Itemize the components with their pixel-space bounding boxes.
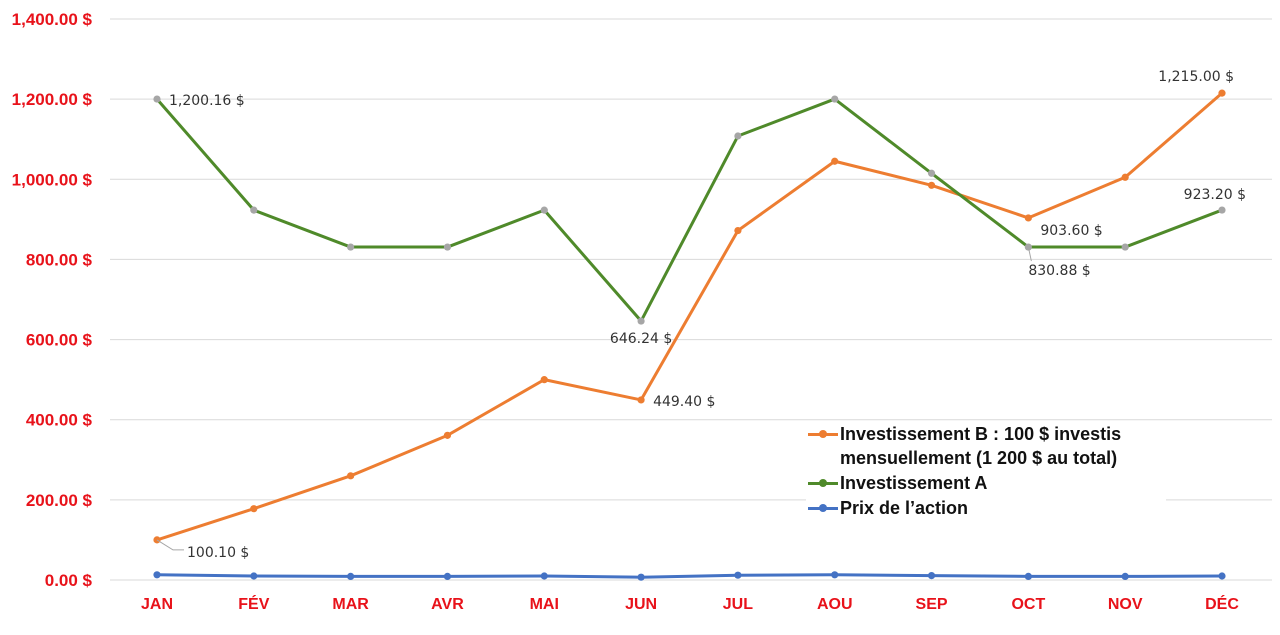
data-point xyxy=(153,571,161,579)
data-point xyxy=(927,571,936,580)
legend-swatch-marker xyxy=(819,479,827,487)
y-tick-label: 0.00 $ xyxy=(45,571,93,590)
series-line xyxy=(155,573,1224,579)
x-tick-label: OCT xyxy=(1011,596,1045,613)
data-point xyxy=(1121,572,1129,580)
legend-label: Investissement A xyxy=(840,471,1166,495)
legend-swatch-marker xyxy=(819,504,827,512)
legend-label-line: Prix de l’action xyxy=(840,498,969,518)
data-point xyxy=(1218,572,1226,580)
data-point xyxy=(540,206,548,214)
data-label: 830.88 $ xyxy=(1028,263,1090,279)
legend-swatch xyxy=(806,471,840,495)
y-tick-label: 600.00 $ xyxy=(26,331,93,350)
data-label: 1,215.00 $ xyxy=(1158,69,1234,85)
x-tick-label: JAN xyxy=(141,596,173,613)
y-tick-label: 400.00 $ xyxy=(26,411,93,430)
data-label: 100.10 $ xyxy=(187,545,249,561)
data-label: 923.20 $ xyxy=(1184,187,1246,203)
data-point xyxy=(734,571,742,579)
legend-item: Investissement B : 100 $ investis mensuel… xyxy=(806,422,1166,470)
leader-line xyxy=(156,539,184,551)
x-tick-label: JUN xyxy=(625,596,657,613)
x-axis: JAN FÉV MAR AVR MAI JUN JUL AOU SEP OCT NOV DÉC xyxy=(141,594,1239,613)
legend-label: Investissement B : 100 $ investis mensuel… xyxy=(840,422,1166,470)
data-point xyxy=(347,472,355,480)
data-point xyxy=(1024,243,1032,251)
data-label: 1,200.16 $ xyxy=(169,93,245,109)
y-tick-label: 200.00 $ xyxy=(26,491,93,510)
y-tick-label: 800.00 $ xyxy=(26,250,93,269)
data-point xyxy=(831,157,839,165)
data-label: 449.40 $ xyxy=(653,394,715,410)
data-point xyxy=(1218,89,1226,97)
y-tick-label: 1,000.00 $ xyxy=(12,170,93,189)
data-point xyxy=(347,572,355,580)
data-label: 903.60 $ xyxy=(1040,223,1102,239)
data-point xyxy=(831,95,839,103)
data-point xyxy=(734,132,742,140)
series-layer xyxy=(153,89,1226,581)
gridlines xyxy=(110,18,1272,581)
legend-label: Prix de l’action xyxy=(840,496,1166,520)
x-tick-label: AOU xyxy=(817,596,853,613)
data-point xyxy=(1024,572,1032,580)
data-point xyxy=(1024,214,1032,222)
series-line xyxy=(155,97,1224,323)
series-line xyxy=(155,91,1224,542)
y-axis: 0.00 $ 200.00 $ 400.00 $ 600.00 $ 800.00 $ 1,… xyxy=(12,10,93,590)
y-tick-label: 1,200.00 $ xyxy=(12,90,93,109)
legend-label-line: Investissement B : 100 $ investis xyxy=(840,424,1122,444)
x-tick-label: AVR xyxy=(431,596,464,613)
legend-swatch-marker xyxy=(819,430,827,438)
chart-legend: Investissement B : 100 $ investis mensuel… xyxy=(806,422,1166,521)
data-point xyxy=(831,571,839,579)
legend-label-line: Investissement A xyxy=(840,473,988,493)
y-tick-label: 1,400.00 $ xyxy=(12,10,93,29)
legend-item: Investissement A xyxy=(806,471,1166,495)
legend-swatch xyxy=(806,422,840,446)
legend-item: Prix de l’action xyxy=(806,496,1166,520)
series-1 xyxy=(153,95,1226,325)
data-point xyxy=(1218,206,1226,214)
data-point xyxy=(927,181,936,189)
data-point xyxy=(637,573,645,581)
data-point xyxy=(250,206,258,214)
x-tick-label: JUL xyxy=(723,596,753,613)
data-point xyxy=(637,317,645,325)
data-point xyxy=(734,226,742,235)
leader-line xyxy=(1027,246,1032,262)
data-point xyxy=(540,572,548,580)
series-2 xyxy=(153,571,1226,581)
x-tick-label: MAI xyxy=(530,596,559,613)
legend-label-line: mensuellement (1 200 $ au total) xyxy=(840,448,1118,468)
data-point xyxy=(540,376,548,384)
data-point xyxy=(443,572,452,580)
data-point xyxy=(250,572,258,580)
x-tick-label: FÉV xyxy=(238,594,269,613)
data-point xyxy=(1121,243,1129,251)
data-point xyxy=(443,243,452,251)
x-tick-label: SEP xyxy=(916,596,948,613)
data-point xyxy=(1121,173,1129,181)
series-0 xyxy=(153,89,1226,544)
data-label-layer: 100.10 $ 449.40 $ 903.60 $ 1,215.00 $ 1,200.… xyxy=(156,69,1246,561)
data-label: 646.24 $ xyxy=(610,331,672,347)
data-point xyxy=(443,431,452,439)
x-tick-label: DÉC xyxy=(1205,594,1239,613)
data-point xyxy=(637,396,645,404)
data-point xyxy=(250,505,258,513)
legend-swatch xyxy=(806,496,840,520)
x-tick-label: MAR xyxy=(332,596,369,613)
data-point xyxy=(347,243,355,251)
x-tick-label: NOV xyxy=(1108,596,1143,613)
data-point xyxy=(153,95,161,103)
data-point xyxy=(927,169,936,177)
